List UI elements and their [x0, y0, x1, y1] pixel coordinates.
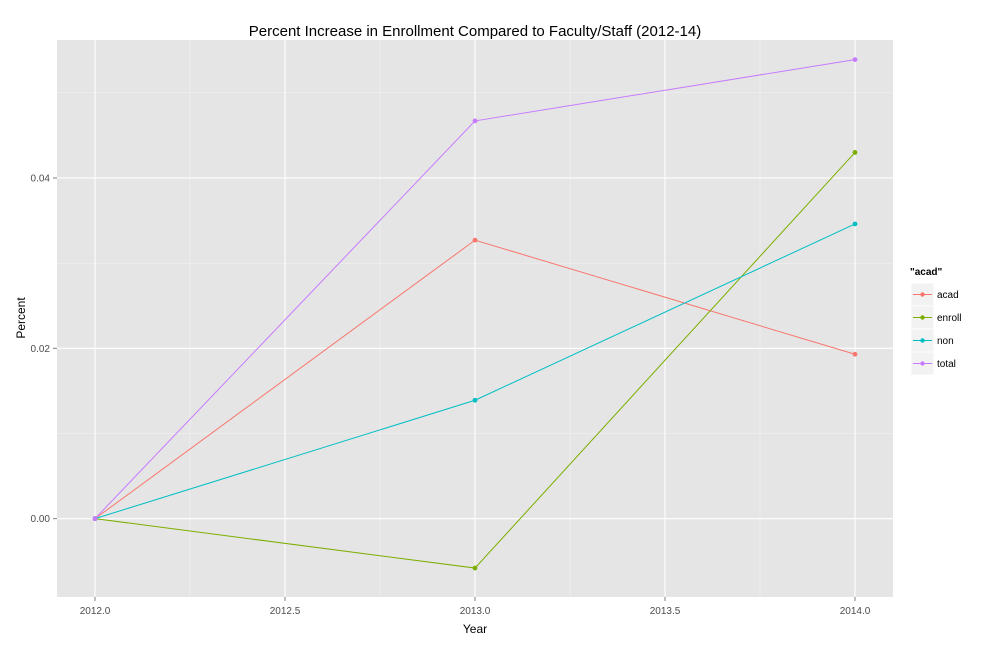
x-tick-label: 2012.0 [80, 606, 111, 617]
legend-label: total [937, 359, 956, 370]
data-point-enroll [852, 150, 858, 155]
legend: "acad" acad enroll non total [910, 267, 961, 376]
data-point-total [472, 118, 478, 124]
legend-key-point [920, 315, 925, 320]
y-axis-title: Percent [14, 297, 28, 339]
data-point-acad [472, 237, 478, 243]
legend-label: acad [937, 290, 959, 301]
series-layer [92, 57, 858, 571]
y-tick-label: 0.00 [31, 514, 51, 525]
major-gridlines [57, 40, 893, 597]
data-point-enroll [472, 565, 478, 571]
legend-label: non [937, 336, 954, 347]
y-tick-label: 0.02 [31, 344, 51, 355]
x-axis: 2012.0 2012.5 2013.0 2013.5 2014.0 [80, 597, 871, 617]
legend-key-point [920, 361, 925, 366]
legend-item-non: non [910, 328, 954, 353]
legend-item-enroll: enroll [910, 305, 961, 330]
series-total [92, 57, 858, 522]
legend-item-acad: acad [910, 282, 959, 307]
chart-title: Percent Increase in Enrollment Compared … [249, 23, 701, 40]
legend-label: enroll [937, 313, 961, 324]
data-point-total [92, 516, 98, 522]
x-tick-label: 2014.0 [840, 606, 871, 617]
legend-item-total: total [910, 351, 956, 376]
legend-title: "acad" [910, 267, 943, 278]
data-point-non [852, 221, 858, 227]
legend-key-point [920, 338, 925, 343]
x-tick-label: 2013.5 [650, 606, 681, 617]
data-point-acad [852, 351, 858, 357]
data-point-non [472, 397, 478, 403]
legend-key-point [920, 292, 925, 297]
x-tick-label: 2012.5 [270, 606, 301, 617]
y-tick-label: 0.04 [31, 173, 51, 184]
x-tick-label: 2013.0 [460, 606, 491, 617]
y-axis: 0.00 0.02 0.04 [31, 173, 57, 525]
x-axis-title: Year [463, 622, 487, 636]
data-point-total [852, 57, 858, 62]
